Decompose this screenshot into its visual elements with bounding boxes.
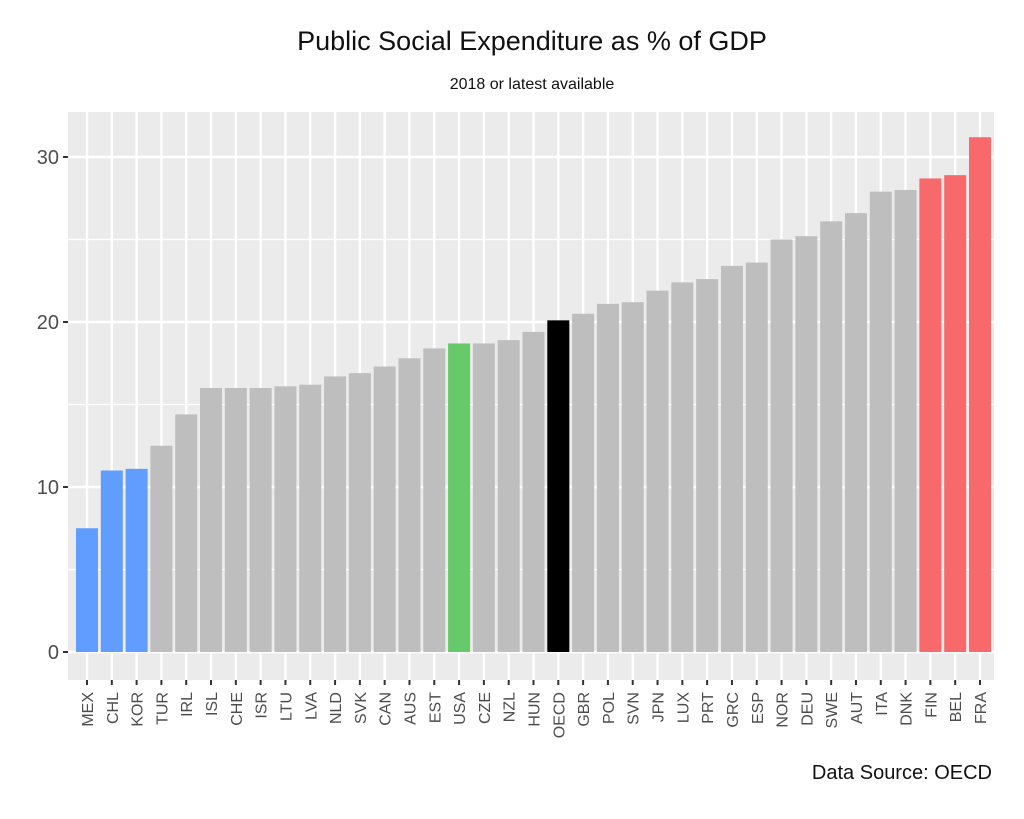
bar-bel — [944, 175, 967, 652]
x-tick-label: JPN — [651, 692, 668, 722]
x-tick-label: FIN — [923, 692, 940, 718]
bar-chl — [100, 470, 123, 652]
bar-can — [373, 366, 396, 652]
x-tick-label: POL — [601, 692, 618, 724]
chart-title: Public Social Expenditure as % of GDP — [297, 26, 767, 56]
bar-swe — [820, 221, 843, 652]
bars — [76, 137, 991, 652]
chart-subtitle: 2018 or latest available — [449, 76, 615, 93]
bar-isl — [200, 388, 223, 652]
x-axis: MEX CHL KOR TUR IRL ISL CHE ISR LTU LVA NLD SVK CAN A… — [80, 680, 990, 738]
bar-fra — [969, 137, 991, 652]
x-tick-label: CHL — [105, 692, 122, 724]
bar-hun — [522, 331, 545, 652]
y-tick-label: 0 — [48, 642, 59, 664]
bar-aus — [398, 358, 421, 652]
x-tick-label: FRA — [973, 692, 990, 724]
x-tick-label: LVA — [303, 692, 320, 720]
x-tick-label: ISR — [254, 692, 271, 719]
x-tick-label: CZE — [477, 692, 494, 724]
bar-jpn — [646, 290, 669, 652]
bar-nld — [324, 376, 347, 652]
y-tick-label: 10 — [37, 477, 59, 499]
bar-tur — [150, 445, 173, 652]
x-tick-label: ITA — [874, 692, 891, 716]
bar-pol — [596, 303, 619, 652]
bar-svn — [621, 302, 644, 652]
x-tick-label: ISL — [204, 692, 221, 716]
bar-cze — [472, 343, 495, 652]
bar-est — [423, 348, 446, 652]
x-tick-label: ESP — [750, 692, 767, 724]
x-tick-label: CAN — [378, 692, 395, 726]
bar-nor — [770, 239, 793, 652]
y-tick-label: 30 — [37, 147, 59, 169]
x-tick-label: DNK — [899, 692, 916, 726]
x-tick-label: NLD — [328, 692, 345, 724]
y-tick-label: 20 — [37, 312, 59, 334]
bar-kor — [125, 468, 148, 652]
x-tick-label: OECD — [551, 692, 568, 738]
data-source-caption: Data Source: OECD — [811, 762, 992, 784]
bar-prt — [696, 279, 719, 652]
bar-fin — [919, 178, 942, 652]
y-axis: 0 10 20 30 — [37, 147, 68, 664]
bar-gbr — [572, 313, 595, 652]
bar-mex — [76, 528, 98, 652]
bar-isr — [249, 388, 272, 652]
x-tick-label: IRL — [179, 692, 196, 717]
bar-deu — [795, 236, 818, 652]
x-tick-label: SWE — [824, 692, 841, 728]
x-tick-label: EST — [427, 692, 444, 723]
x-tick-label: KOR — [130, 692, 147, 727]
bar-lva — [299, 384, 322, 652]
bar-oecd — [547, 320, 570, 652]
x-tick-label: GRC — [725, 692, 742, 728]
x-tick-label: BEL — [948, 692, 965, 722]
bar-lux — [671, 282, 694, 652]
bar-grc — [720, 265, 743, 652]
x-tick-label: AUT — [849, 692, 866, 724]
bar-irl — [175, 414, 198, 652]
x-tick-label: CHE — [229, 692, 246, 726]
x-tick-label: TUR — [154, 692, 171, 725]
x-tick-label: DEU — [799, 692, 816, 726]
bar-ita — [869, 191, 892, 652]
x-tick-label: HUN — [527, 692, 544, 727]
x-tick-label: GBR — [576, 692, 593, 727]
x-tick-label: SVN — [626, 692, 643, 725]
bar-che — [224, 388, 247, 652]
bar-aut — [844, 213, 867, 652]
x-tick-label: USA — [452, 692, 469, 725]
bar-dnk — [894, 190, 917, 652]
bar-usa — [448, 343, 471, 652]
x-tick-label: LUX — [675, 692, 692, 723]
x-tick-label: NZL — [502, 692, 519, 722]
bar-nzl — [497, 340, 520, 652]
x-tick-label: AUS — [402, 692, 419, 725]
x-tick-label: PRT — [700, 692, 717, 724]
x-tick-label: SVK — [353, 692, 370, 724]
x-tick-label: MEX — [80, 692, 97, 727]
bar-ltu — [274, 386, 297, 652]
x-tick-label: LTU — [278, 692, 295, 721]
bar-svk — [348, 373, 371, 652]
x-tick-label: NOR — [775, 692, 792, 728]
bar-esp — [745, 262, 768, 652]
